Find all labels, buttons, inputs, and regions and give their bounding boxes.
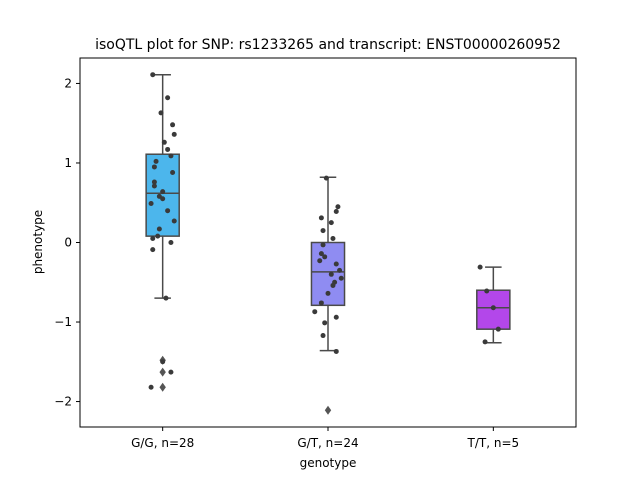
data-point	[158, 110, 164, 116]
x-axis: G/G, n=28 G/T, n=24 T/T, n=5	[131, 427, 519, 450]
x-axis-label: genotype	[300, 456, 357, 470]
data-point	[156, 226, 162, 232]
data-point	[165, 208, 171, 214]
chart-title: isoQTL plot for SNP: rs1233265 and trans…	[95, 37, 561, 53]
y-tick-label: −1	[54, 315, 72, 329]
data-point	[333, 314, 339, 320]
data-point	[168, 369, 174, 375]
data-point	[151, 183, 157, 189]
data-point	[320, 242, 326, 248]
data-point	[168, 240, 174, 245]
data-point	[165, 95, 171, 101]
points-group-2	[312, 175, 344, 354]
data-point	[165, 146, 171, 152]
y-tick-label: 2	[64, 76, 72, 90]
y-axis: −2 −1 0 1 2	[54, 76, 80, 409]
data-point	[171, 131, 177, 137]
data-point	[318, 215, 324, 221]
data-point	[153, 158, 159, 164]
data-point	[330, 282, 336, 288]
data-point	[150, 72, 156, 78]
box-group-3	[476, 266, 511, 344]
x-tick-label: T/T, n=5	[467, 436, 520, 450]
data-point	[161, 139, 167, 145]
box-group-2	[310, 176, 346, 415]
box-group-1	[145, 73, 180, 392]
data-point	[333, 261, 339, 267]
box-iqr	[310, 241, 346, 307]
data-point	[151, 164, 157, 170]
data-point	[160, 196, 166, 202]
x-tick-label: G/G, n=28	[131, 436, 194, 450]
data-point	[328, 220, 334, 226]
outlier-marker	[324, 405, 332, 415]
data-point	[333, 348, 339, 354]
data-point	[320, 333, 326, 339]
data-point	[322, 254, 328, 260]
data-point	[330, 236, 336, 242]
data-point	[477, 264, 483, 270]
data-point	[150, 236, 156, 242]
data-point	[148, 384, 154, 390]
data-point	[335, 204, 341, 210]
y-tick-label: 1	[64, 156, 72, 170]
data-point	[482, 339, 488, 345]
data-point	[495, 326, 501, 332]
data-point	[323, 175, 329, 181]
data-point	[168, 153, 174, 159]
y-tick-label: 0	[64, 236, 72, 250]
data-point	[320, 228, 326, 234]
data-point	[155, 233, 161, 239]
data-point	[490, 305, 496, 311]
data-point	[148, 201, 154, 207]
y-tick-label: −2	[54, 395, 72, 409]
data-point	[312, 309, 318, 315]
data-point	[171, 218, 177, 224]
data-point	[333, 208, 339, 214]
outlier-marker	[159, 367, 166, 377]
box-iqr	[145, 153, 180, 237]
points-group-3	[477, 264, 501, 345]
points-group-1	[148, 72, 177, 390]
data-point	[322, 320, 328, 326]
data-point	[484, 288, 490, 294]
data-point	[160, 359, 166, 365]
data-point	[318, 251, 324, 257]
data-point	[337, 267, 343, 273]
data-point	[338, 275, 344, 281]
data-point	[317, 258, 323, 264]
data-point	[328, 271, 334, 277]
data-point	[151, 179, 157, 185]
data-point	[170, 122, 176, 128]
data-point	[160, 189, 166, 195]
data-point	[318, 300, 324, 306]
data-point	[150, 247, 156, 253]
data-point	[170, 170, 176, 176]
y-axis-label: phenotype	[31, 210, 45, 274]
x-tick-label: G/T, n=24	[297, 436, 358, 450]
data-point	[325, 290, 331, 296]
data-point	[163, 295, 169, 301]
outlier-marker	[159, 382, 166, 392]
